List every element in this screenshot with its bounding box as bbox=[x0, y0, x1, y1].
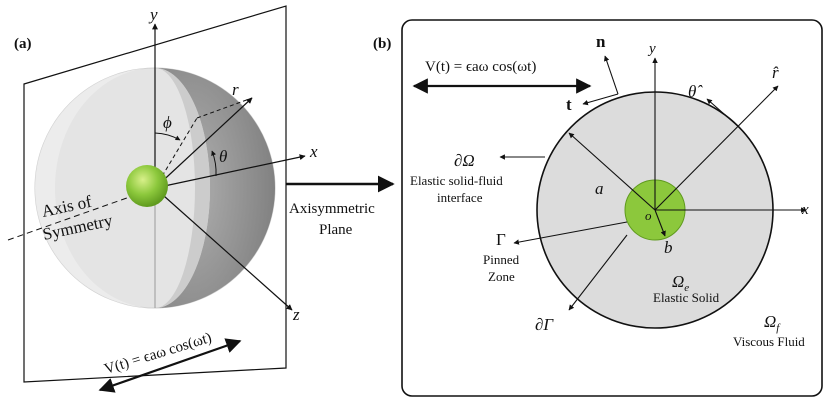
pinned-label-line1: Pinned bbox=[483, 252, 520, 267]
elastic-solid-label: Elastic Solid bbox=[653, 290, 720, 305]
panel-a: (a) y x z r ϕ θ Axis of Symmetry bbox=[7, 5, 318, 393]
omega-f-label: Ωf bbox=[764, 312, 781, 334]
pinned-label-line2: Zone bbox=[488, 269, 515, 284]
axis-x-a-label: x bbox=[309, 142, 318, 161]
viscous-fluid-label: Viscous Fluid bbox=[733, 334, 805, 349]
omega-f-subscript: f bbox=[776, 322, 781, 334]
axis-z-a bbox=[154, 187, 293, 311]
transfer-label-line1: Axisymmetric bbox=[289, 201, 375, 217]
dashed-link bbox=[196, 97, 253, 119]
axis-z-a-label: z bbox=[292, 305, 300, 324]
tangent-label: t bbox=[566, 95, 572, 114]
boundary-symbol: ∂Ω bbox=[454, 151, 475, 170]
velocity-formula-b: V(t) = ϵaω cos(ωt) bbox=[425, 59, 536, 75]
phi-label: ϕ bbox=[163, 113, 172, 132]
sphere-light-left-band bbox=[35, 68, 155, 308]
axis-x-b-label: x bbox=[801, 202, 809, 218]
gamma-arrow bbox=[513, 221, 628, 245]
origin-label: o bbox=[645, 208, 652, 223]
velocity-arrow-a bbox=[98, 338, 242, 393]
boundary-label-line1: Elastic solid-fluid bbox=[410, 173, 503, 188]
omega-f-symbol: Ω bbox=[764, 312, 776, 331]
green-core-a bbox=[126, 165, 168, 207]
transfer: Axisymmetric Plane bbox=[286, 175, 395, 238]
transfer-label-line2: Plane bbox=[319, 222, 353, 238]
sphere-dark-half bbox=[155, 68, 275, 308]
radius-b-label: b bbox=[664, 238, 673, 257]
normal-label: n bbox=[596, 32, 606, 51]
axis-x-a bbox=[154, 154, 306, 189]
r-hat-label: r̂ bbox=[772, 63, 779, 82]
panel-b-frame bbox=[401, 19, 823, 397]
dgamma-arrow bbox=[568, 234, 628, 311]
omega-e-label: Ωe bbox=[672, 272, 689, 294]
axis-y-a-label: y bbox=[148, 5, 158, 24]
radial-vector-a bbox=[154, 97, 253, 189]
tangent-vector bbox=[582, 93, 619, 106]
omega-e-symbol: Ω bbox=[672, 272, 684, 291]
radius-a-label: a bbox=[595, 179, 604, 198]
gamma-symbol: Γ bbox=[496, 230, 506, 249]
normal-vector bbox=[604, 55, 619, 95]
omega-e-subscript: e bbox=[684, 282, 689, 294]
sphere-mid-band bbox=[155, 68, 210, 308]
panel-b-label: (b) bbox=[373, 36, 391, 52]
r-hat-vector bbox=[654, 85, 779, 211]
theta-arc bbox=[211, 150, 217, 177]
symmetry-axis-line bbox=[7, 187, 156, 241]
boundary-label-line2: interface bbox=[437, 190, 483, 205]
axis-y-b-label: y bbox=[647, 41, 656, 57]
theta-label: θ bbox=[219, 147, 227, 166]
radius-a-line bbox=[568, 132, 656, 211]
phi-arc bbox=[154, 132, 181, 141]
panel-b: (b) V(t) = ϵaω cos(ωt) x y n t θ̂ r̂ ∂Ω … bbox=[373, 19, 823, 397]
symmetry-plane bbox=[23, 5, 287, 383]
theta-hat-vector bbox=[706, 98, 741, 129]
theta-hat-label: θ̂ bbox=[688, 82, 703, 101]
panel-a-label: (a) bbox=[14, 36, 32, 52]
dgamma-label: ∂Γ bbox=[535, 315, 554, 334]
radius-b-line bbox=[654, 209, 666, 237]
radial-label-a: r bbox=[232, 80, 239, 99]
